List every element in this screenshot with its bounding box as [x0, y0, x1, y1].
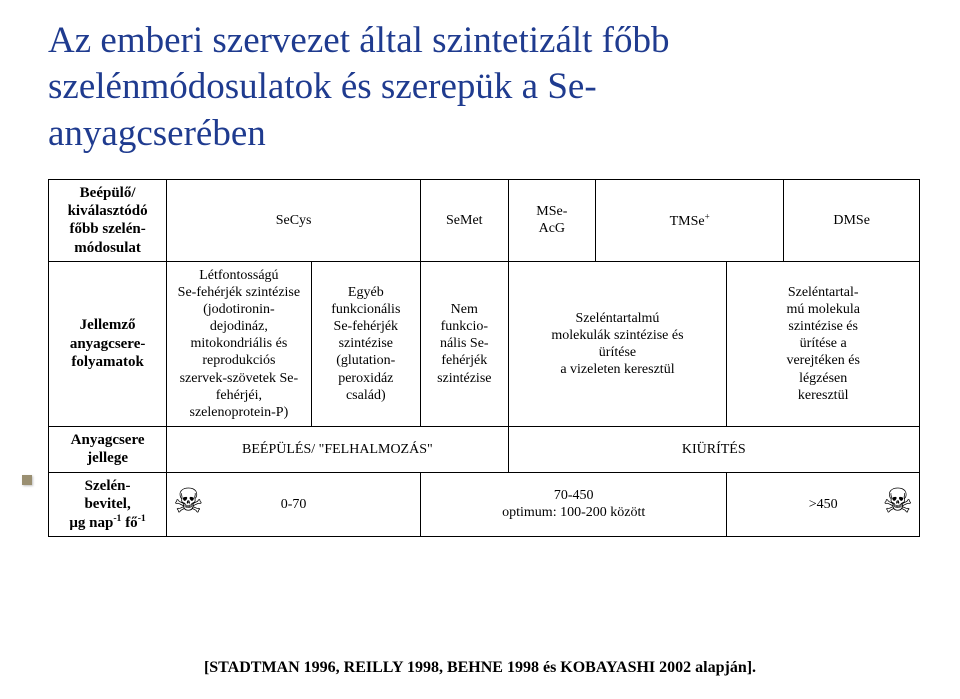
- cell-intake-high: >450 ☠: [727, 472, 920, 537]
- intake-label: Szelén-bevitel,μg nap-1 fő-1: [69, 478, 145, 532]
- colhdr-semet: SeMet: [421, 179, 509, 261]
- colhdr-mseacg: MSe-AcG: [508, 179, 596, 261]
- cell-incorporation: BEÉPÜLÉS/ "FELHALMOZÁS": [167, 426, 508, 472]
- skull-icon: ☠: [883, 486, 913, 520]
- type-row: Anyagcserejellege BEÉPÜLÉS/ "FELHALMOZÁS…: [49, 426, 920, 472]
- intake-row: Szelén-bevitel,μg nap-1 fő-1 ☠ 0-70 70-4…: [49, 472, 920, 537]
- colhdr-dmse: DMSe: [784, 179, 920, 261]
- cell-secys-b: EgyébfunkcionálisSe-fehérjékszintézise(g…: [311, 261, 420, 426]
- header-row: Beépülő/kiválasztódófőbb szelén-módosula…: [49, 179, 920, 261]
- cell-intake-optimum: 70-450optimum: 100-200 között: [421, 472, 727, 537]
- cell-semet: Nemfunkcio-nális Se-fehérjékszintézise: [421, 261, 509, 426]
- cell-excretion: KIÜRÍTÉS: [508, 426, 919, 472]
- rowhdr-2: Jellemzőanyagcsere-folyamatok: [49, 261, 167, 426]
- colhdr-tmse: TMSe+: [596, 179, 784, 261]
- cell-secys-a: LétfontosságúSe-fehérjék szintézise(jodo…: [167, 261, 311, 426]
- rowhdr-4: Szelén-bevitel,μg nap-1 fő-1: [49, 472, 167, 537]
- tmse-text: TMSe+: [670, 214, 710, 229]
- citation-text: [STADTMAN 1996, REILLY 1998, BEHNE 1998 …: [0, 659, 960, 677]
- cell-sweat: Szeléntartal-mú molekulaszintézise ésürí…: [727, 261, 920, 426]
- skull-icon: ☠: [173, 486, 203, 520]
- process-row: Jellemzőanyagcsere-folyamatok Létfontoss…: [49, 261, 920, 426]
- rowhdr-1: Beépülő/kiválasztódófőbb szelén-módosula…: [49, 179, 167, 261]
- colhdr-secys: SeCys: [167, 179, 421, 261]
- rowhdr-3: Anyagcserejellege: [49, 426, 167, 472]
- title-line-1: Az emberi szervezet által szintetizált f…: [48, 20, 670, 61]
- cell-intake-low: ☠ 0-70: [167, 472, 421, 537]
- title-line-3: anyagcserében: [48, 113, 266, 154]
- page-title: Az emberi szervezet által szintetizált f…: [48, 18, 920, 157]
- title-line-2: szelénmódosulatok és szerepük a Se-: [48, 66, 597, 107]
- selenium-table: Beépülő/kiválasztódófőbb szelén-módosula…: [48, 179, 920, 538]
- cell-urine: Szeléntartalmúmolekulák szintézise ésürí…: [508, 261, 727, 426]
- slide-bullet-icon: [22, 475, 32, 485]
